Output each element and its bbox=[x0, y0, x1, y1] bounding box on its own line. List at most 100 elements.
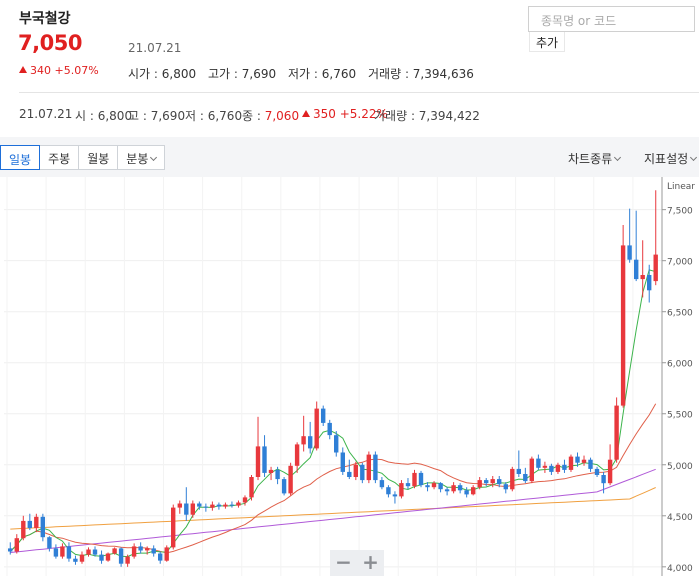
candle-body bbox=[438, 483, 443, 490]
candle-body bbox=[334, 435, 339, 453]
candle-body bbox=[575, 456, 580, 463]
candle-body bbox=[151, 548, 156, 554]
candle-body bbox=[347, 471, 352, 477]
y-tick-label: 4,000 bbox=[667, 564, 693, 574]
candle-body bbox=[138, 546, 143, 551]
candle-body bbox=[418, 472, 424, 486]
candle-body bbox=[236, 502, 241, 506]
candle-body bbox=[281, 479, 287, 494]
scale-label: Linear bbox=[667, 182, 695, 192]
candle-body bbox=[8, 548, 13, 552]
candle-body bbox=[536, 458, 541, 468]
tab-monthly[interactable]: 월봉 bbox=[79, 146, 119, 169]
y-tick-label: 6,000 bbox=[667, 360, 693, 370]
candle-body bbox=[471, 487, 476, 495]
candle-body bbox=[523, 474, 528, 482]
candle-body bbox=[510, 468, 515, 490]
ohlc-open: 시 : 6,800 bbox=[75, 109, 133, 123]
candle-body bbox=[444, 489, 450, 492]
candle-body bbox=[542, 465, 548, 468]
candle-body bbox=[647, 275, 652, 291]
candle-body bbox=[392, 494, 398, 497]
summary-low: 저가 : 6,760 bbox=[288, 67, 357, 81]
candlestick-chart[interactable]: Linear 4,000 4,500 5,000 5,500 6,000 6,500 7,00… bbox=[0, 177, 699, 576]
tab-weekly[interactable]: 주봉 bbox=[40, 146, 80, 169]
candle-body bbox=[66, 546, 72, 559]
ma20-line bbox=[9, 403, 657, 554]
summary-high: 고가 : 7,690 bbox=[208, 67, 277, 81]
y-tick-label: 5,500 bbox=[667, 411, 693, 421]
candle-body bbox=[457, 485, 463, 491]
ohlc-change: 350 +5.22% bbox=[302, 107, 388, 121]
candle-body bbox=[79, 554, 85, 562]
candle-body bbox=[275, 469, 280, 480]
candle-body bbox=[249, 477, 254, 498]
candle-body bbox=[549, 465, 554, 472]
candle-body bbox=[497, 479, 502, 485]
candle-body bbox=[581, 459, 587, 463]
zoom-in-button[interactable]: + bbox=[362, 550, 379, 574]
ma60-line bbox=[10, 468, 656, 553]
candle-body bbox=[327, 422, 332, 436]
candle-body bbox=[555, 464, 561, 472]
y-tick-label: 7,000 bbox=[667, 258, 693, 268]
candle-body bbox=[386, 487, 391, 495]
chart-type-dropdown[interactable]: 차트종류 bbox=[568, 150, 622, 167]
candle-body bbox=[464, 490, 469, 495]
candle-body bbox=[516, 468, 521, 474]
ma120-line bbox=[10, 487, 656, 530]
candle-body bbox=[164, 547, 169, 561]
zoom-out-button[interactable]: − bbox=[335, 550, 352, 574]
y-tick-label: 7,500 bbox=[667, 207, 693, 217]
candle-body bbox=[229, 504, 235, 506]
candle-body bbox=[490, 479, 495, 484]
candle-body bbox=[203, 506, 208, 508]
y-tick-label: 5,000 bbox=[667, 462, 693, 472]
tab-daily[interactable]: 일봉 bbox=[0, 145, 41, 170]
candle-body bbox=[653, 254, 658, 282]
candle-body bbox=[223, 504, 228, 507]
candle-body bbox=[360, 464, 365, 481]
candle-body bbox=[379, 480, 385, 488]
price-change: 340 +5.07% bbox=[19, 64, 99, 77]
ohlc-volume: 거래량 : 7,394,422 bbox=[374, 109, 480, 123]
zoom-controls: − + bbox=[330, 550, 384, 576]
candle-body bbox=[131, 546, 137, 557]
candle-body bbox=[197, 503, 202, 507]
candle-body bbox=[294, 444, 300, 466]
candle-body bbox=[177, 503, 182, 508]
ma5-line bbox=[9, 269, 656, 558]
current-price: 7,050 bbox=[18, 31, 82, 55]
y-tick-label: 6,500 bbox=[667, 309, 693, 319]
candle-body bbox=[634, 259, 639, 280]
search-input[interactable]: 종목명 or 코드 bbox=[528, 6, 695, 32]
price-chart[interactable]: Linear 4,000 4,500 5,000 5,500 6,000 6,500 7,00… bbox=[0, 177, 699, 576]
candle-body bbox=[640, 275, 645, 280]
candle-body bbox=[451, 485, 456, 492]
candle-body bbox=[484, 480, 489, 484]
add-button[interactable]: 추가 bbox=[529, 32, 566, 52]
ohlc-low: 저 : 6,760 bbox=[185, 109, 243, 123]
candle-body bbox=[614, 405, 619, 460]
candle-body bbox=[60, 546, 65, 557]
chevron-down-icon bbox=[150, 153, 158, 162]
candle-body bbox=[105, 553, 111, 561]
candle-body bbox=[588, 459, 593, 469]
stock-name: 부국철강 bbox=[19, 11, 71, 27]
candle-body bbox=[210, 504, 215, 508]
candle-body bbox=[242, 497, 248, 503]
candle-body bbox=[568, 456, 574, 470]
candle-body bbox=[21, 520, 26, 539]
candle-body bbox=[340, 452, 345, 472]
candle-body bbox=[431, 483, 437, 488]
indicator-settings-dropdown[interactable]: 지표설정 bbox=[644, 150, 698, 167]
candle-body bbox=[399, 483, 404, 497]
candle-body bbox=[99, 554, 104, 561]
candle-body bbox=[73, 558, 78, 562]
up-triangle-icon bbox=[19, 66, 27, 73]
summary-open: 시가 : 6,800 bbox=[128, 67, 197, 81]
candle-body bbox=[86, 549, 91, 555]
tab-minute[interactable]: 분봉 bbox=[118, 146, 164, 169]
candle-body bbox=[171, 507, 176, 548]
ohlc-date: 21.07.21 bbox=[19, 107, 73, 121]
